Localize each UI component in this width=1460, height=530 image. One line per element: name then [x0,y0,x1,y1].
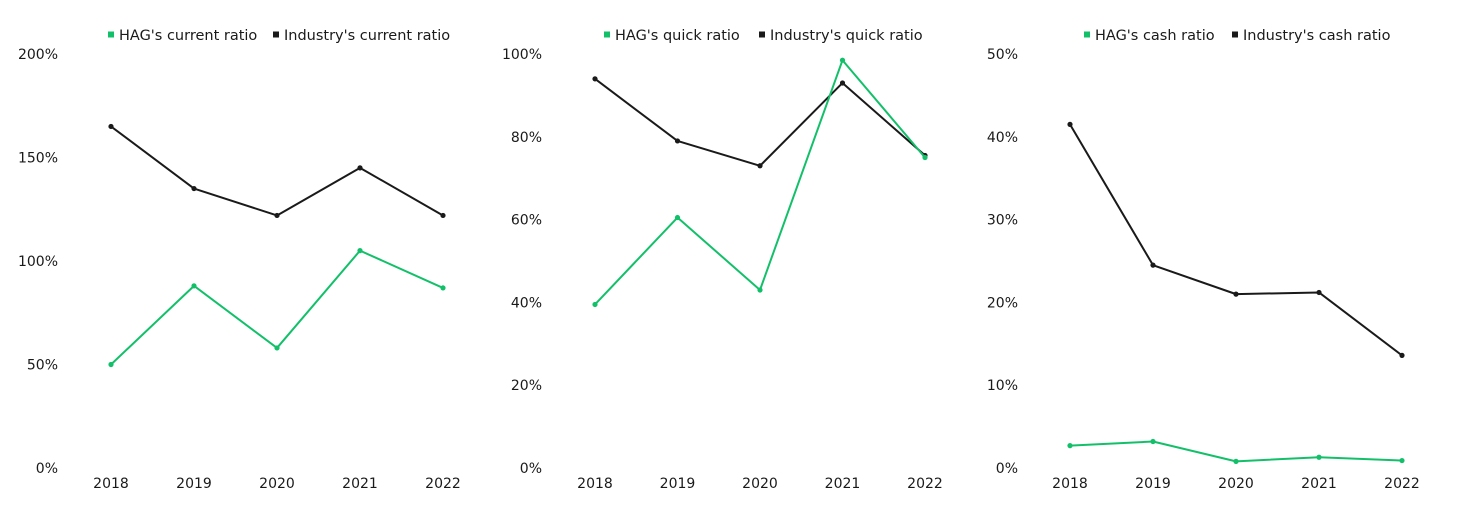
data-point [191,185,197,192]
y-tick-label: 50% [27,358,58,374]
x-tick-label: 2021 [1301,476,1337,492]
legend-marker [1084,31,1090,38]
data-point [757,163,763,169]
data-point [674,214,681,221]
data-point [1150,438,1156,445]
x-tick-label: 2022 [907,476,943,492]
data-point [1316,289,1322,296]
y-tick-label: 20% [987,295,1018,311]
y-tick-label: 150% [18,151,58,167]
cash-ratio-chart: HAG's cash ratio Industry's cash ratio 0% 1… [987,28,1420,492]
legend-marker [759,31,765,38]
series-line [1069,123,1403,357]
legend-label: Industry's quick ratio [770,28,923,44]
data-point [1399,352,1405,358]
data-point [1067,443,1073,449]
y-tick-label: 40% [511,295,542,311]
y-tick-label: 0% [520,461,542,477]
y-tick-label: 40% [987,130,1018,146]
data-point [839,57,846,63]
legend-label: HAG's quick ratio [615,28,740,44]
x-tick-label: 2022 [425,476,461,492]
y-tick-label: 100% [502,47,542,63]
legend-label: HAG's current ratio [119,28,257,44]
legend-item: HAG's cash ratio [1084,28,1215,44]
series-line [1069,440,1403,463]
data-point [757,287,763,293]
data-point [1233,458,1239,464]
data-point [1150,262,1156,268]
data-point [592,301,598,308]
legend-item: Industry's cash ratio [1232,28,1391,44]
data-point [440,212,446,219]
legend-marker [604,31,610,38]
data-point [108,123,114,130]
y-tick-label: 10% [987,378,1018,394]
data-point [1316,454,1322,460]
y-tick-label: 30% [987,213,1018,229]
x-tick-label: 2018 [1052,476,1088,492]
data-point [274,345,280,351]
legend-marker [273,31,279,38]
legend-marker [1232,31,1238,38]
legend-label: Industry's cash ratio [1243,28,1391,44]
y-tick-label: 0% [996,461,1018,477]
data-point [674,138,681,144]
y-tick-label: 0% [36,461,58,477]
legend-label: HAG's cash ratio [1095,28,1215,44]
x-tick-label: 2019 [176,476,212,492]
data-point [357,248,363,254]
x-tick-label: 2021 [825,476,861,492]
x-tick-label: 2019 [660,476,696,492]
legend-item: HAG's current ratio [108,28,257,44]
data-point [440,285,446,291]
y-tick-label: 80% [511,130,542,146]
series-line [594,77,926,167]
x-tick-label: 2022 [1384,476,1420,492]
data-point [922,154,928,161]
current-ratio-chart: HAG's current ratio Industry's current ra… [18,28,461,492]
data-point [839,80,846,86]
legend-item: Industry's quick ratio [759,28,923,44]
data-point [191,283,197,289]
x-tick-label: 2020 [259,476,295,492]
series-line [594,59,926,306]
x-tick-label: 2018 [577,476,613,492]
legend-label: Industry's current ratio [284,28,450,44]
x-tick-label: 2021 [342,476,378,492]
x-tick-label: 2019 [1135,476,1171,492]
x-tick-label: 2020 [1218,476,1254,492]
y-tick-label: 50% [987,47,1018,63]
legend-item: Industry's current ratio [273,28,450,44]
y-tick-label: 100% [18,254,58,270]
quick-ratio-chart: HAG's quick ratio Industry's quick ratio 0… [502,28,943,492]
y-tick-label: 60% [511,213,542,229]
legend-marker [108,31,114,38]
series-line [110,125,444,217]
x-tick-label: 2018 [93,476,129,492]
data-point [108,361,114,368]
data-point [1399,457,1405,464]
x-tick-label: 2020 [742,476,778,492]
data-point [1067,121,1073,127]
y-tick-label: 200% [18,47,58,63]
data-point [592,76,598,82]
y-tick-label: 20% [511,378,542,394]
data-point [274,212,280,219]
legend-item: HAG's quick ratio [604,28,740,44]
data-point [357,165,363,171]
data-point [1233,291,1239,297]
